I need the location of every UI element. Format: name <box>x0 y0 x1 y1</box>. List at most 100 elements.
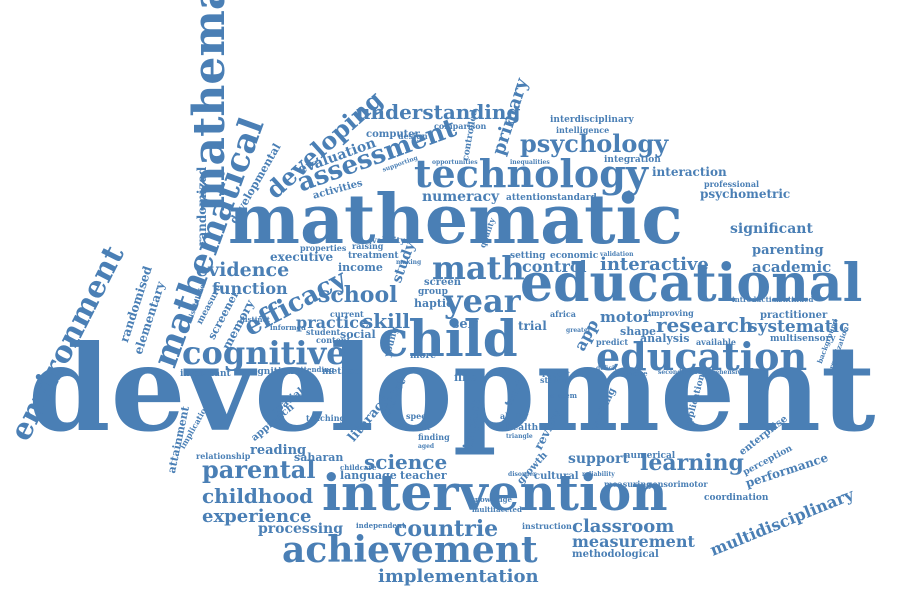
word-improving: improving <box>648 308 694 318</box>
word-screen: screen <box>424 277 461 288</box>
word-parenting: parenting <box>752 243 824 258</box>
word-mathematic: mathematic <box>228 180 683 260</box>
word-childhood: childhood <box>202 484 314 508</box>
word-status: status <box>540 375 568 385</box>
word-sensorimotor: sensorimotor <box>648 479 708 489</box>
word-function: function <box>212 279 288 298</box>
word-teaching: teaching <box>306 413 346 423</box>
word-practice: practice <box>296 313 370 332</box>
word-attention: attention <box>506 193 553 203</box>
word-comprehensive: comprehensive <box>694 369 745 376</box>
word-experience: experience <box>202 506 312 527</box>
word-implementation: implementation <box>378 566 539 587</box>
word-coordination: coordination <box>704 493 769 503</box>
word-countrie: countrie <box>394 516 499 542</box>
word-methodological: methodological <box>572 549 659 560</box>
word-numerical: numerical <box>624 451 676 461</box>
word-predict: predict <box>596 337 629 347</box>
word-inequalities: inequalities <box>510 159 550 166</box>
word-continued: continued <box>774 295 814 304</box>
word-making: making <box>396 259 422 266</box>
word-informed: informed <box>270 323 306 332</box>
word-development: development <box>28 319 876 458</box>
word-teacher: teacher <box>400 469 447 482</box>
word-instruction: instruction <box>522 521 572 531</box>
word-distinct: distinct <box>240 315 270 324</box>
word-multisensory: multisensory <box>770 334 836 344</box>
word-knowledge: knowledge <box>470 495 512 504</box>
word-method: method <box>322 367 361 377</box>
word-important: important <box>180 369 231 379</box>
word-learning: learning <box>640 450 744 476</box>
word-properties: properties <box>300 243 347 253</box>
word-skill: skill <box>362 309 410 333</box>
word-attending: attending <box>296 365 335 374</box>
word-economic: economic <box>550 251 599 261</box>
word-academic: academic <box>752 258 832 276</box>
word-finding: finding <box>418 432 450 442</box>
word-system: system <box>550 391 578 400</box>
word-cultural: cultural <box>534 471 579 482</box>
word-deficit: deficit <box>596 365 618 372</box>
word-motor: motor <box>600 308 651 326</box>
word-independent: independent <box>356 521 406 530</box>
word-report: report <box>542 369 571 379</box>
word-cognitive: cognitive <box>182 334 347 372</box>
word-interaction: interaction <box>652 165 727 179</box>
word-language: language <box>340 469 397 482</box>
word-triangle: triangle <box>506 433 533 440</box>
word-speed: speed <box>406 411 432 421</box>
word-parental: parental <box>202 455 316 484</box>
word-systematic: systematic <box>748 317 850 337</box>
word-setting: setting <box>510 251 546 261</box>
word-introduction: introduction <box>732 295 782 304</box>
word-shape: shape <box>620 325 657 338</box>
word-processing: processing <box>258 521 343 537</box>
word-evidence: evidence <box>196 259 290 281</box>
word-raising: raising <box>352 241 384 251</box>
word-year: year <box>444 282 521 320</box>
word-self: self <box>452 317 479 332</box>
word-integration: integration <box>604 155 661 165</box>
word-executive: executive <box>270 250 334 264</box>
word-treatment: treatment <box>348 251 399 261</box>
word-understanding: understanding <box>356 100 521 124</box>
word-saharan: saharan <box>294 451 344 464</box>
word-intervention: intervention <box>322 463 668 522</box>
word-current: current <box>330 309 364 319</box>
word-validation: validation <box>600 251 634 258</box>
word-social: social <box>340 328 376 341</box>
word-measuring: measuring <box>604 479 652 489</box>
word-control: control <box>522 257 587 276</box>
word-income: income <box>338 261 383 274</box>
word-disorder: disorder <box>508 471 537 478</box>
word-fine: fine <box>454 371 477 384</box>
word-psychology: psychology <box>520 129 669 158</box>
word-result: result <box>404 422 431 432</box>
word-educational: educational <box>520 253 863 314</box>
word-multifaceted: multifaceted <box>472 505 522 514</box>
word-relationship: relationship <box>196 451 251 461</box>
word-reliability: reliability <box>582 471 615 478</box>
word-group: group <box>418 287 448 297</box>
word-analysis: analysis <box>640 332 690 345</box>
word-computer: computer <box>366 129 420 140</box>
word-intelligence: intelligence <box>556 125 610 135</box>
word-significant: significant <box>730 221 813 237</box>
word-validity: validity <box>372 235 405 245</box>
word-student: student <box>306 327 341 337</box>
word-cognition: cognition <box>246 367 294 377</box>
word-standard: standard <box>552 193 597 203</box>
word-childcare: childcare <box>340 463 377 472</box>
word-trial: trial <box>518 319 547 333</box>
word-secondary: secondary <box>658 369 692 376</box>
word-education: education <box>596 334 808 379</box>
word-randomized: randomized <box>195 166 209 246</box>
word-psychometric: psychometric <box>700 187 791 201</box>
word-greater: greater <box>566 327 591 334</box>
word-research: research <box>656 313 754 337</box>
word-software: software <box>614 369 648 378</box>
word-available: available <box>696 337 736 347</box>
word-technology: technology <box>414 151 648 196</box>
